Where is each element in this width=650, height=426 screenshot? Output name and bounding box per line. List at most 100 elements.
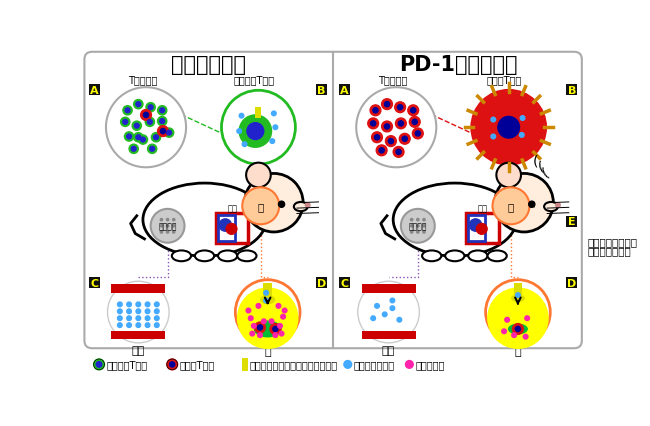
Circle shape bbox=[124, 132, 134, 142]
Circle shape bbox=[278, 201, 285, 208]
Circle shape bbox=[276, 304, 281, 308]
Circle shape bbox=[136, 309, 140, 314]
Circle shape bbox=[520, 116, 525, 121]
Circle shape bbox=[136, 316, 140, 321]
Text: D: D bbox=[317, 278, 326, 288]
Circle shape bbox=[491, 118, 495, 123]
Circle shape bbox=[261, 319, 266, 324]
Circle shape bbox=[136, 135, 140, 140]
Ellipse shape bbox=[218, 251, 237, 262]
Circle shape bbox=[226, 224, 237, 235]
Bar bbox=[216, 214, 248, 243]
Circle shape bbox=[257, 333, 263, 338]
Circle shape bbox=[145, 316, 150, 321]
Bar bbox=[111, 331, 165, 339]
Text: 血液: 血液 bbox=[382, 345, 395, 355]
Ellipse shape bbox=[487, 288, 549, 349]
Ellipse shape bbox=[511, 295, 525, 302]
Circle shape bbox=[515, 327, 521, 332]
Circle shape bbox=[148, 145, 157, 154]
Circle shape bbox=[219, 219, 231, 232]
Circle shape bbox=[121, 118, 130, 127]
Text: C: C bbox=[341, 278, 349, 288]
Text: D: D bbox=[567, 278, 577, 288]
Circle shape bbox=[273, 327, 278, 332]
Circle shape bbox=[402, 137, 408, 142]
Ellipse shape bbox=[237, 288, 298, 349]
Circle shape bbox=[118, 323, 122, 328]
Circle shape bbox=[384, 124, 389, 130]
Circle shape bbox=[132, 122, 142, 131]
Bar bbox=[361, 331, 415, 339]
Text: 恐怖反応の増強: 恐怖反応の増強 bbox=[587, 246, 631, 256]
Circle shape bbox=[134, 100, 143, 109]
Circle shape bbox=[497, 163, 521, 188]
Circle shape bbox=[408, 106, 419, 116]
Text: トリプトファントランスポーター: トリプトファントランスポーター bbox=[250, 360, 338, 369]
Circle shape bbox=[398, 121, 404, 127]
Circle shape bbox=[498, 117, 519, 139]
Circle shape bbox=[410, 117, 420, 128]
Ellipse shape bbox=[172, 251, 191, 262]
Circle shape bbox=[515, 293, 520, 298]
Circle shape bbox=[411, 109, 416, 114]
Circle shape bbox=[376, 146, 387, 156]
Circle shape bbox=[411, 231, 413, 233]
FancyBboxPatch shape bbox=[316, 85, 327, 96]
Circle shape bbox=[423, 231, 425, 233]
Circle shape bbox=[280, 331, 284, 336]
Text: (: ( bbox=[533, 154, 538, 168]
Circle shape bbox=[166, 219, 169, 221]
Circle shape bbox=[413, 129, 423, 139]
Circle shape bbox=[372, 132, 382, 143]
Circle shape bbox=[153, 135, 159, 140]
Circle shape bbox=[246, 308, 251, 313]
Circle shape bbox=[140, 110, 151, 121]
Circle shape bbox=[144, 113, 149, 118]
Circle shape bbox=[173, 219, 175, 221]
Text: A: A bbox=[90, 85, 99, 95]
Circle shape bbox=[495, 174, 553, 233]
Ellipse shape bbox=[294, 202, 307, 212]
Circle shape bbox=[255, 322, 265, 333]
Circle shape bbox=[161, 231, 162, 233]
Circle shape bbox=[242, 188, 280, 225]
Circle shape bbox=[151, 209, 185, 243]
Circle shape bbox=[417, 225, 419, 227]
Text: B: B bbox=[317, 85, 326, 95]
Circle shape bbox=[151, 133, 161, 143]
Circle shape bbox=[166, 231, 169, 233]
Circle shape bbox=[371, 316, 376, 321]
FancyBboxPatch shape bbox=[566, 85, 577, 96]
Text: 脳: 脳 bbox=[257, 201, 264, 211]
Bar bbox=[468, 216, 485, 242]
Circle shape bbox=[384, 102, 389, 107]
Text: ナイーブT細胞: ナイーブT細胞 bbox=[233, 75, 274, 84]
Circle shape bbox=[411, 219, 413, 221]
Circle shape bbox=[270, 324, 281, 334]
Circle shape bbox=[96, 362, 102, 367]
Circle shape bbox=[417, 219, 419, 221]
Circle shape bbox=[390, 299, 395, 303]
Circle shape bbox=[145, 309, 150, 314]
Circle shape bbox=[134, 133, 143, 143]
Circle shape bbox=[256, 304, 261, 308]
Circle shape bbox=[278, 324, 282, 328]
Circle shape bbox=[161, 219, 162, 221]
Circle shape bbox=[166, 131, 172, 136]
Circle shape bbox=[523, 334, 528, 339]
FancyBboxPatch shape bbox=[89, 85, 100, 96]
Text: ナイーブT細胞: ナイーブT細胞 bbox=[107, 360, 148, 369]
Circle shape bbox=[493, 188, 530, 225]
Text: ×: × bbox=[528, 200, 536, 210]
Circle shape bbox=[252, 324, 256, 328]
Circle shape bbox=[118, 316, 122, 321]
Ellipse shape bbox=[468, 251, 488, 262]
Circle shape bbox=[399, 134, 410, 145]
Circle shape bbox=[148, 120, 152, 125]
Circle shape bbox=[395, 103, 406, 113]
Circle shape bbox=[145, 323, 150, 328]
Circle shape bbox=[235, 280, 300, 345]
Circle shape bbox=[157, 117, 167, 127]
Circle shape bbox=[269, 319, 274, 324]
